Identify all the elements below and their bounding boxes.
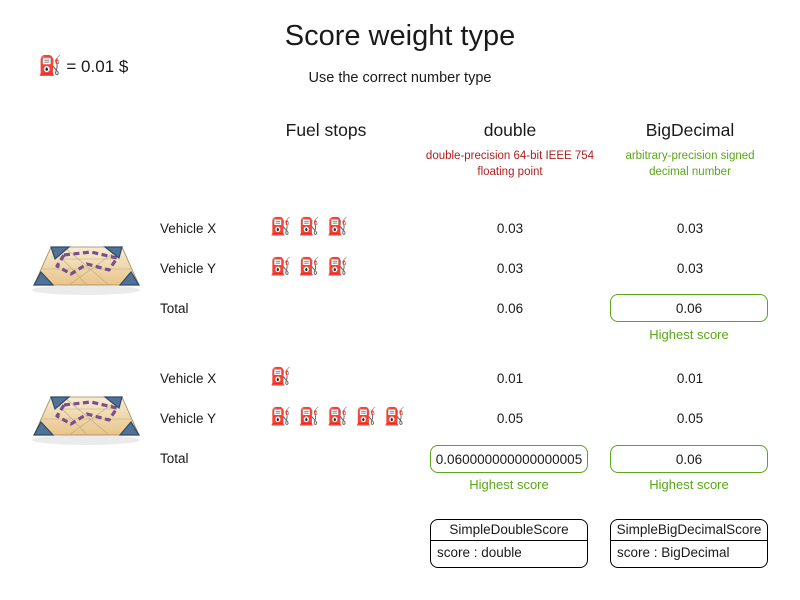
highest-score-label: Highest score xyxy=(649,327,729,342)
bigdecimal-value: 0.03 xyxy=(676,261,704,276)
fuel-stops-icons: ⛽ ⛽ ⛽ xyxy=(270,217,350,237)
double-value: 0.05 xyxy=(496,411,524,426)
bigdecimal-total-scorebox: 0.06 xyxy=(610,445,768,473)
bigdecimal-description: arbitrary-precision signed decimal numbe… xyxy=(625,150,755,178)
page-title: Score weight type xyxy=(284,20,516,52)
row-label-vehicle-x: Vehicle X xyxy=(160,221,217,236)
bigdecimal-total-scorebox: 0.06 xyxy=(610,294,768,322)
uml-class-attribute: score : BigDecimal xyxy=(617,545,730,560)
uml-class-simplebigdecimalscore: SimpleBigDecimalScore score : BigDecimal xyxy=(610,519,768,568)
highest-score-label: Highest score xyxy=(649,477,729,492)
double-description: double-precision 64-bit IEEE 754 floatin… xyxy=(425,150,595,178)
row-label-total: Total xyxy=(160,301,189,316)
fuel-stops-icons: ⛽ ⛽ ⛽ xyxy=(270,257,350,277)
row-label-vehicle-y: Vehicle Y xyxy=(160,261,217,276)
column-header-double: double xyxy=(483,120,537,140)
legend-text: = 0.01 $ xyxy=(66,57,129,76)
page-subtitle: Use the correct number type xyxy=(308,70,492,86)
double-value: 0.01 xyxy=(496,371,524,386)
row-label-vehicle-y: Vehicle Y xyxy=(160,411,217,426)
row-label-vehicle-x: Vehicle X xyxy=(160,371,217,386)
route-map-image-2 xyxy=(32,396,141,445)
uml-class-name: SimpleDoubleScore xyxy=(431,520,587,541)
fuel-stops-icons: ⛽ xyxy=(270,367,293,387)
column-header-bigdecimal: BigDecimal xyxy=(645,120,735,140)
route-map-image-1 xyxy=(32,246,141,295)
fuel-pump-icon: ⛽ xyxy=(38,55,62,77)
bigdecimal-value: 0.03 xyxy=(676,221,704,236)
uml-class-simpledoublescore: SimpleDoubleScore score : double xyxy=(430,519,588,568)
bigdecimal-value: 0.05 xyxy=(676,411,704,426)
uml-class-attribute: score : double xyxy=(437,545,522,560)
double-total-value: 0.06 xyxy=(496,301,524,316)
highest-score-label: Highest score xyxy=(469,477,549,492)
double-value: 0.03 xyxy=(496,261,524,276)
double-value: 0.03 xyxy=(496,221,524,236)
column-header-fuel-stops: Fuel stops xyxy=(285,120,367,140)
fuel-stops-icons: ⛽ ⛽ ⛽ ⛽ ⛽ xyxy=(270,407,407,427)
row-label-total: Total xyxy=(160,451,189,466)
uml-class-name: SimpleBigDecimalScore xyxy=(611,520,767,541)
bigdecimal-value: 0.01 xyxy=(676,371,704,386)
double-total-scorebox: 0.060000000000000005 xyxy=(430,445,588,473)
fuel-cost-legend: ⛽ = 0.01 $ xyxy=(38,54,128,77)
